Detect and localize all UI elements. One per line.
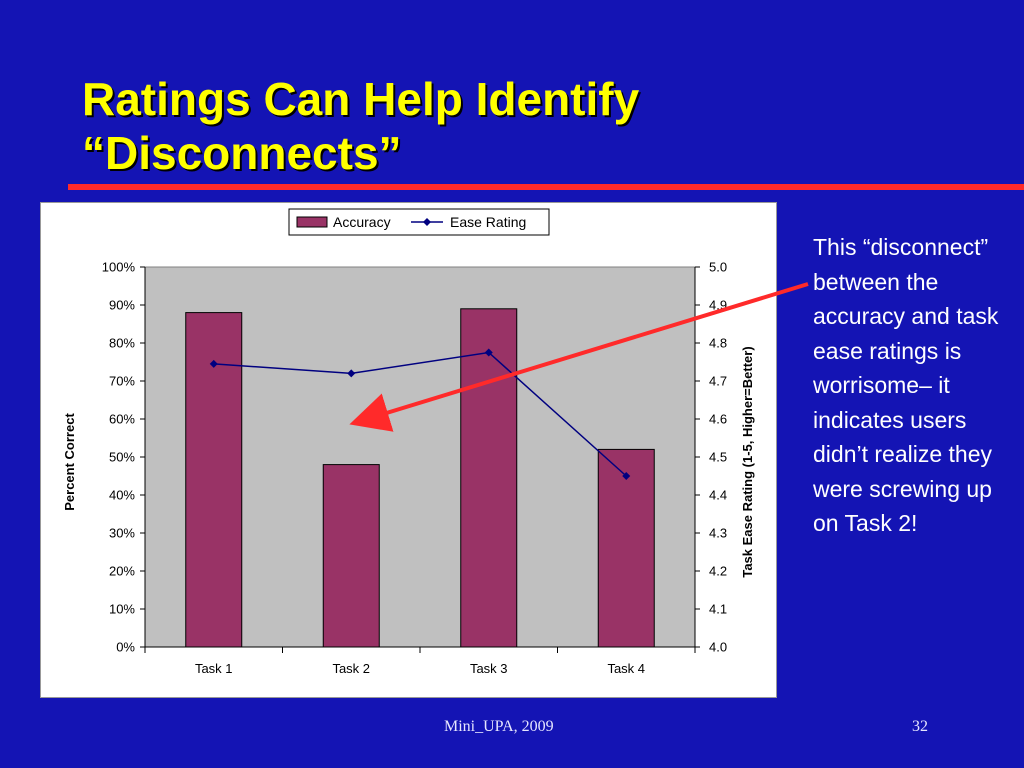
y-tick-label-left: 80%	[109, 336, 135, 351]
annotation-text: This “disconnect” between the accuracy a…	[813, 234, 999, 536]
legend-label-ease: Ease Rating	[450, 214, 526, 230]
y-tick-label-right: 4.4	[709, 488, 727, 503]
bar-task-3	[460, 308, 518, 648]
y-tick-label-right: 4.5	[709, 450, 727, 465]
y-tick-label-left: 30%	[109, 526, 135, 541]
y-tick-label-left: 40%	[109, 488, 135, 503]
ease-point-task-4	[622, 472, 631, 480]
chart-panel: 0% 10% 20% 30% 40% 50% 60% 70% 80% 90% 100% 4.0 4.1 4…	[40, 202, 777, 698]
x-tick-label: Task 3	[470, 661, 508, 676]
footer-source: Mini_UPA, 2009	[444, 718, 554, 735]
slide-title: Ratings Can Help Identify “Disconnects”	[82, 72, 782, 180]
y-tick-label-left: 0%	[116, 640, 135, 655]
ease-point-task-2	[347, 369, 356, 378]
y-tick-label-right: 4.7	[709, 374, 727, 389]
bar-task-1	[185, 312, 243, 648]
y-tick-label-left: 20%	[109, 564, 135, 579]
y-tick-label-left: 50%	[109, 450, 135, 465]
y-tick-label-left: 60%	[109, 412, 135, 427]
y-tick-label-right: 4.6	[709, 412, 727, 427]
y-tick-label-right: 5.0	[709, 260, 727, 275]
combo-chart: 0% 10% 20% 30% 40% 50% 60% 70% 80% 90% 100% 4.0 4.1 4…	[62, 208, 755, 676]
y-tick-label-right: 4.2	[709, 564, 727, 579]
x-tick-label: Task 1	[195, 661, 233, 676]
y-tick-label-left: 100%	[102, 260, 136, 275]
title-divider-line	[68, 184, 1024, 190]
title-line-1: Ratings Can Help Identify	[82, 73, 640, 125]
y-tick-label-left: 10%	[109, 602, 135, 617]
y-tick-label-left: 90%	[109, 298, 135, 313]
bar-task-2	[322, 464, 380, 648]
bar-task-4	[597, 448, 655, 648]
y-tick-label-right: 4.1	[709, 602, 727, 617]
legend-marker-ease	[423, 218, 431, 226]
y-tick-label-right: 4.0	[709, 640, 727, 655]
y-axis-label-left: Percent Correct	[62, 413, 77, 511]
y-tick-label-right: 4.3	[709, 526, 727, 541]
y-tick-label-left: 70%	[109, 374, 135, 389]
y-tick-label-right: 4.8	[709, 336, 727, 351]
x-tick-label: Task 4	[607, 661, 645, 676]
ease-point-task-1	[209, 359, 218, 368]
legend-swatch-accuracy	[296, 216, 328, 228]
y-tick-label-right: 4.9	[709, 298, 727, 313]
y-axis-label-right: Task Ease Rating (1-5, Higher=Better)	[740, 346, 755, 577]
legend-label-accuracy: Accuracy	[333, 214, 391, 230]
slide-number: 32	[912, 718, 928, 735]
x-tick-label: Task 2	[332, 661, 370, 676]
title-line-2: “Disconnects”	[82, 127, 402, 179]
